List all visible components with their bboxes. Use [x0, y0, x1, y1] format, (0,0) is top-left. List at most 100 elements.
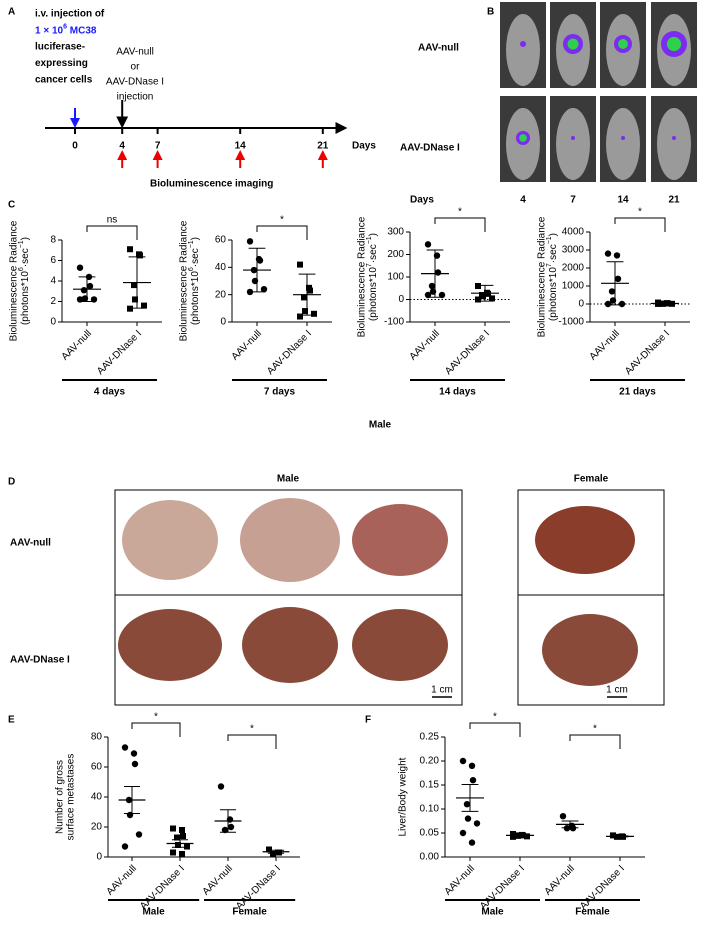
x-tick-label: AAV-null	[201, 863, 235, 897]
y-axis-label-part: (photons*10	[368, 267, 379, 321]
significance-bracket	[131, 722, 181, 737]
y-tick-label: 0	[50, 317, 56, 328]
injection-text: cancer cells	[35, 75, 93, 86]
data-point	[613, 252, 621, 259]
mouse-body	[657, 108, 691, 180]
day-label: 7	[570, 195, 576, 206]
injection-text: luciferase-	[35, 42, 85, 53]
y-tick-label: 0	[96, 852, 102, 863]
y-tick-label: 0	[220, 317, 226, 328]
y-axis-label-part: (photons*10	[548, 267, 559, 321]
group-label: Female	[232, 907, 267, 918]
data-point	[221, 826, 229, 834]
data-point	[260, 286, 268, 293]
x-tick-label: AAV-null	[588, 328, 622, 362]
significance-label: *	[638, 207, 642, 218]
data-point	[604, 250, 612, 257]
significance-bracket	[614, 217, 666, 232]
signal-core	[618, 39, 628, 49]
data-point	[227, 823, 235, 831]
panel-label: A	[8, 7, 15, 18]
injection-text: i.v. injection of	[35, 9, 105, 20]
data-point	[121, 744, 129, 751]
y-tick-label: 60	[91, 762, 103, 773]
x-tick-label: AAV-DNase I	[478, 863, 527, 912]
data-point	[469, 777, 477, 784]
x-tick-label: AAV-null	[105, 863, 139, 897]
injection-text-part: 1 × 10	[35, 25, 64, 36]
data-point	[468, 762, 476, 769]
significance-label: *	[593, 724, 597, 735]
data-point	[559, 813, 567, 820]
photo-panel	[114, 489, 665, 706]
y-axis-label-sup: −1	[366, 236, 373, 244]
axis-label: Days	[352, 141, 376, 152]
data-point	[604, 300, 612, 308]
x-tick-label: AAV-DNase I	[578, 863, 627, 912]
y-tick-label: 0	[578, 299, 584, 310]
data-point	[485, 290, 491, 297]
day-label: 7	[155, 141, 161, 152]
day-label: 14	[617, 195, 629, 206]
y-axis-label-part: )	[190, 237, 201, 240]
group-label: 21 days	[619, 387, 656, 398]
data-point	[170, 825, 176, 832]
y-axis-label: (photons*106·sec−1)	[18, 237, 30, 325]
y-axis-label-sup: 7	[366, 263, 373, 267]
treatment-text: AAV-DNase I	[106, 77, 164, 88]
y-tick-label: 20	[91, 822, 103, 833]
significance-label: *	[250, 724, 254, 735]
data-point	[307, 287, 313, 294]
signal-core	[567, 38, 579, 50]
data-point	[297, 313, 303, 320]
significance-bracket	[86, 225, 138, 240]
y-tick-label: 0.05	[420, 828, 440, 839]
data-point	[130, 750, 138, 757]
y-tick-label: 2	[50, 296, 56, 307]
signal-core	[666, 36, 682, 52]
row-label: AAV-DNase I	[400, 143, 460, 154]
data-point	[618, 300, 626, 308]
y-axis-label-part: ·sec	[190, 248, 201, 267]
data-point	[434, 269, 442, 276]
data-point	[311, 310, 317, 317]
group-label: Male	[481, 907, 504, 918]
data-point	[127, 246, 133, 253]
data-point	[276, 849, 282, 856]
signal	[520, 41, 526, 47]
data-point	[428, 282, 436, 290]
group-label: Male	[142, 907, 165, 918]
treatment-text: injection	[117, 92, 154, 103]
panel-label: E	[8, 715, 15, 726]
x-tick-label: AAV-null	[443, 863, 477, 897]
column-label: Male	[277, 474, 300, 485]
imaging-label: Bioluminescence imaging	[150, 179, 273, 190]
y-tick-label: 40	[215, 262, 227, 273]
data-point	[473, 820, 481, 827]
data-point	[180, 833, 186, 839]
significance-label: *	[493, 712, 497, 723]
injection-text: 1 × 106 MC38	[35, 24, 97, 36]
significance-bracket	[434, 217, 486, 232]
injection-text-part: MC38	[67, 25, 97, 36]
y-axis-label: (photons*107·sec−1)	[366, 233, 378, 321]
y-axis-label-part: )	[368, 233, 379, 236]
x-tick-label: AAV-null	[230, 328, 264, 362]
y-axis-label-sup: −1	[546, 236, 553, 244]
signal	[571, 136, 575, 140]
panel-label: B	[487, 7, 494, 18]
data-point	[135, 831, 143, 838]
data-point	[438, 291, 446, 299]
y-tick-label: 3000	[562, 245, 585, 256]
sex-label: Male	[369, 420, 392, 431]
y-axis-label: surface metastases	[66, 754, 77, 841]
day-label: 4	[520, 195, 526, 206]
data-point	[132, 296, 138, 303]
significance-label: ns	[107, 215, 118, 226]
y-axis-label-part: (photons*10	[20, 271, 31, 325]
data-point	[179, 851, 185, 857]
data-point	[297, 261, 303, 268]
x-tick-label: AAV-DNase I	[265, 328, 314, 377]
y-axis-label: Bioluminescence Radiance	[179, 220, 190, 341]
significance-bracket	[569, 734, 621, 749]
